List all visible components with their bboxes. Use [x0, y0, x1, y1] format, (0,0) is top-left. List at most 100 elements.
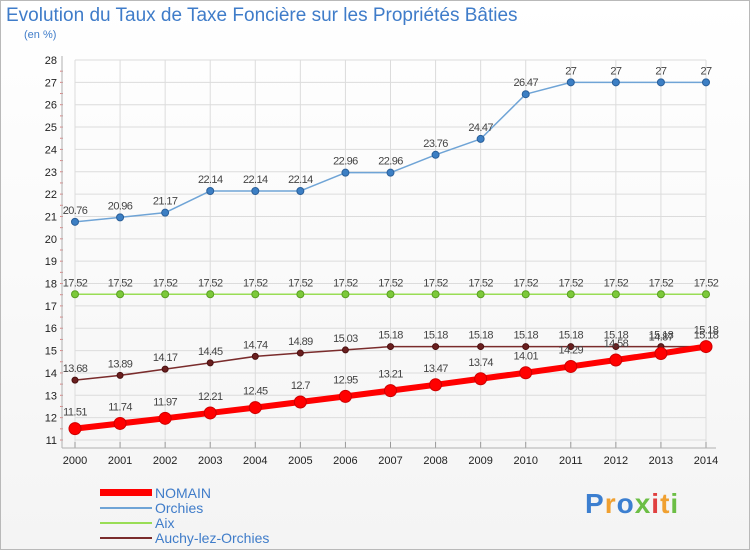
- data-point: [341, 290, 350, 299]
- data-point: [429, 378, 443, 392]
- data-label: 17.52: [513, 277, 538, 289]
- data-point: [71, 217, 79, 226]
- data-point: [654, 346, 668, 360]
- data-point: [68, 422, 82, 436]
- data-point: [521, 290, 530, 299]
- data-label: 15.18: [694, 330, 719, 342]
- y-tick-label: 22: [45, 189, 57, 201]
- data-point: [251, 290, 260, 299]
- data-point: [251, 352, 259, 360]
- proxiti-logo: Proxiti: [585, 488, 679, 520]
- data-point: [522, 343, 530, 351]
- data-label: 14.45: [198, 346, 223, 358]
- data-point: [251, 186, 260, 195]
- y-tick-label: 17: [45, 301, 57, 313]
- data-label: 17.52: [198, 277, 223, 289]
- logo-letter: P: [585, 488, 605, 519]
- y-tick-label: 26: [45, 100, 57, 112]
- data-point: [296, 349, 304, 357]
- y-tick-label: 16: [45, 323, 57, 335]
- data-label: 22.96: [333, 156, 358, 168]
- legend-swatch: [100, 507, 152, 509]
- x-tick-label: 2012: [604, 455, 628, 467]
- x-tick-label: 2004: [243, 455, 267, 467]
- x-tick-label: 2009: [468, 455, 492, 467]
- data-point: [341, 168, 350, 177]
- legend-label: Aix: [155, 515, 175, 531]
- data-point: [386, 290, 395, 299]
- x-tick-labels: 2000 2001 2002 2003 2004 2005 2006 2007 2008 2009…: [63, 455, 718, 467]
- data-point: [116, 371, 124, 379]
- y-tick-label: 23: [45, 167, 57, 179]
- data-point: [477, 343, 485, 351]
- data-label: 23.76: [423, 138, 448, 150]
- data-point: [158, 411, 172, 425]
- data-point: [71, 376, 79, 384]
- data-label: 14.89: [288, 336, 313, 348]
- data-label: 14.17: [153, 352, 178, 364]
- data-point: [116, 290, 125, 299]
- y-tick-label: 14: [45, 368, 57, 380]
- data-point: [161, 365, 169, 373]
- data-label: 15.18: [378, 330, 403, 342]
- x-tick-label: 2013: [649, 455, 673, 467]
- data-point: [206, 186, 215, 195]
- data-point: [702, 290, 710, 299]
- data-label: 17.52: [243, 277, 268, 289]
- data-label: 15.18: [468, 330, 493, 342]
- data-point: [521, 90, 530, 99]
- data-label: 11.51: [63, 407, 87, 419]
- y-tick-label: 11: [46, 435, 57, 447]
- data-point: [293, 395, 307, 409]
- x-tick-label: 2005: [288, 455, 312, 467]
- y-tick-label: 21: [45, 211, 57, 223]
- data-label: 14.29: [559, 344, 584, 356]
- data-point: [161, 208, 170, 217]
- axes: [60, 56, 716, 449]
- y-tick-label: 27: [45, 77, 57, 89]
- data-point: [611, 290, 620, 299]
- x-tick-label: 2008: [423, 455, 447, 467]
- series-points: [68, 78, 713, 436]
- data-label: 15.18: [604, 330, 629, 342]
- data-label: 11.74: [108, 401, 132, 413]
- data-point: [71, 290, 79, 299]
- y-tick-label: 18: [45, 279, 57, 291]
- data-label: 17.52: [333, 277, 358, 289]
- data-label: 22.14: [198, 174, 223, 186]
- data-label: 14.87: [649, 331, 674, 343]
- logo-letter: r: [604, 488, 617, 519]
- data-label: 14.74: [243, 339, 268, 351]
- data-label: 17.52: [604, 277, 629, 289]
- data-point: [296, 186, 305, 195]
- data-label: 15.18: [423, 330, 448, 342]
- data-label: 24.47: [468, 122, 493, 134]
- data-label: 17.52: [108, 277, 133, 289]
- data-label: 14.01: [513, 351, 538, 363]
- chart-title: Evolution du Taux de Taxe Foncière sur l…: [6, 5, 518, 26]
- data-point: [656, 290, 665, 299]
- y-tick-label: 24: [45, 144, 57, 156]
- data-label: 17.52: [423, 277, 448, 289]
- data-label: 17.52: [63, 277, 88, 289]
- data-point: [116, 213, 125, 222]
- logo-letter: i: [651, 488, 661, 519]
- data-label: 12.45: [243, 386, 268, 398]
- data-point: [476, 134, 485, 143]
- y-tick-label: 13: [45, 390, 57, 402]
- y-tick-label: 20: [45, 234, 57, 246]
- data-point: [206, 290, 215, 299]
- logo-letter: i: [670, 488, 680, 519]
- data-point: [384, 384, 397, 398]
- data-label: 13.74: [468, 357, 493, 369]
- data-label: 20.76: [63, 205, 88, 217]
- data-label: 12.7: [291, 380, 310, 392]
- data-label: 11.97: [153, 396, 177, 408]
- y-tick-label: 12: [45, 413, 57, 425]
- y-tick-label: 15: [45, 346, 57, 358]
- data-label: 26.47: [513, 77, 538, 89]
- data-point: [338, 389, 352, 403]
- x-tick-label: 2002: [153, 455, 177, 467]
- data-point: [611, 78, 620, 87]
